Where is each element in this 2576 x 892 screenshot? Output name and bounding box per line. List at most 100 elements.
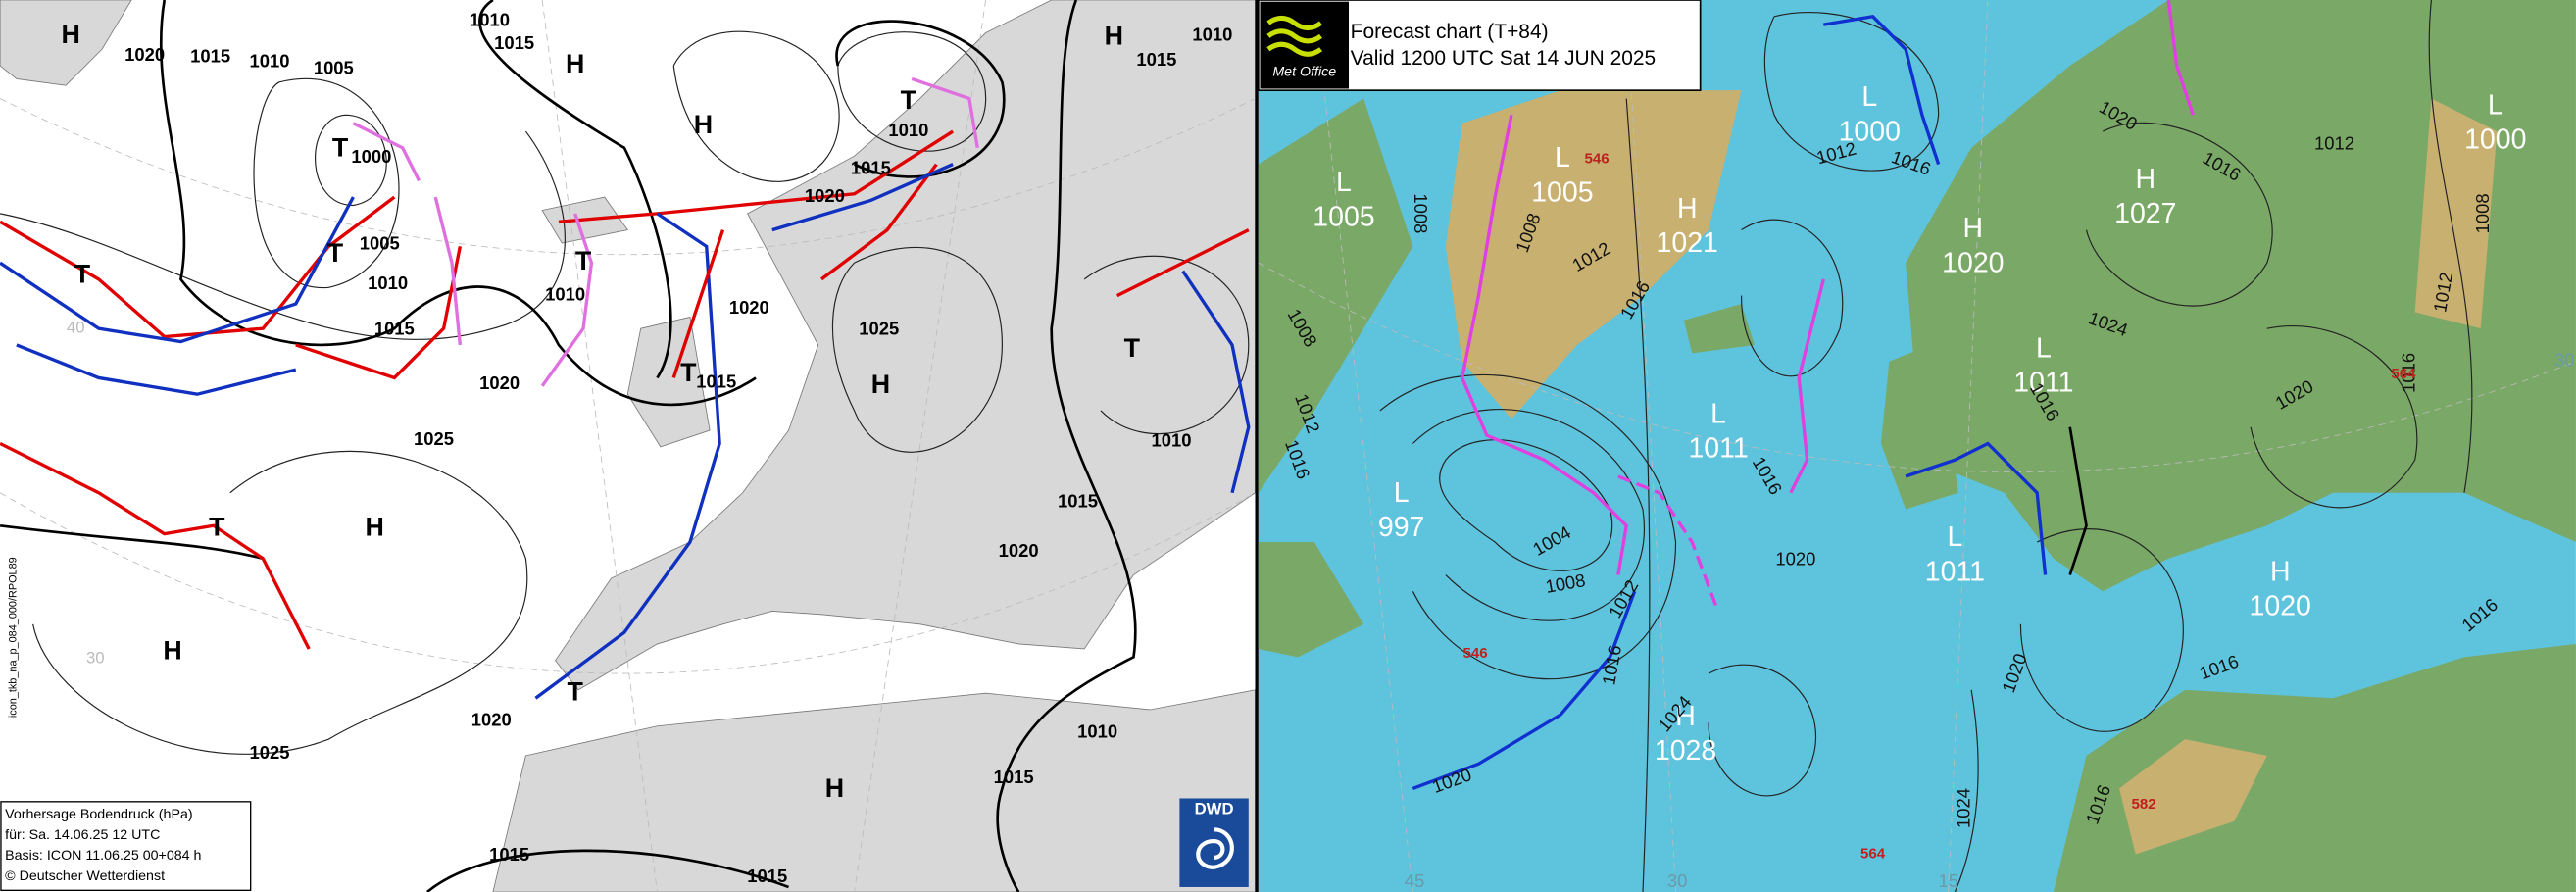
centre-letter: H: [871, 370, 890, 399]
info-lines: Vorhersage Bodendruck (hPa) für: Sa. 14.0…: [5, 807, 201, 884]
isobar-label: 1015: [190, 46, 230, 67]
centre-letter: T: [567, 676, 583, 706]
centre-letter: H: [566, 49, 584, 78]
isobar-label: 1015: [374, 319, 415, 339]
isobar-label: 1010: [545, 284, 585, 305]
isobar-label: 1010: [1152, 430, 1192, 451]
centre-pressure: 1020: [1942, 247, 2004, 278]
centre-pressure: 1011: [1688, 433, 1748, 465]
centre-type: L: [1555, 142, 1570, 173]
centre-pressure: 1021: [1657, 227, 1718, 259]
centre-letter: T: [575, 246, 592, 275]
isobar-label: 1020: [805, 185, 845, 206]
info-line: für: Sa. 14.06.25 12 UTC: [5, 827, 160, 843]
centre-letter: T: [209, 513, 225, 542]
centre-pressure: 1000: [1839, 116, 1901, 147]
land: [0, 0, 1256, 892]
isobar-label: 1020: [124, 44, 165, 65]
isobar-label: 1020: [479, 372, 520, 393]
centre-pressure: 997: [1378, 512, 1425, 543]
dwd-logo-text: DWD: [1195, 800, 1234, 818]
centre-letter: H: [61, 20, 79, 49]
valid-time: Valid 1200 UTC Sat 14 JUN 2025: [1351, 47, 1657, 70]
metoffice-logo-mark: [1266, 15, 1323, 57]
grid-label: 15: [1938, 870, 1958, 891]
centre-pressure: 1011: [2013, 368, 2073, 399]
grid-label: 30: [1667, 870, 1688, 891]
centre-type: L: [1947, 521, 1962, 553]
isobar-label: 1015: [747, 866, 787, 886]
fronts: [1412, 0, 2195, 790]
centre-type: L: [2488, 89, 2503, 121]
isobar-label: 1025: [249, 742, 289, 763]
grid-label: 30: [2554, 350, 2575, 371]
isobar-label: 1015: [494, 32, 534, 53]
centre-letter: T: [74, 260, 91, 289]
pressure-centres: L1005L1005H1021L1000H1020H1027L1000L1011…: [1313, 81, 2526, 767]
centre-type: H: [1677, 193, 1698, 224]
centre-type: L: [1394, 477, 1410, 509]
grid-label: 30: [86, 648, 105, 667]
isobar-label: 1015: [1058, 491, 1098, 512]
metoffice-logo-text: Met Office: [1272, 65, 1336, 80]
centre-letter: T: [901, 85, 917, 115]
centre-type: L: [1336, 167, 1352, 198]
isobar-label: 1015: [851, 157, 891, 177]
isobar-label: 1024: [1953, 788, 1973, 828]
centre-type: L: [1710, 399, 1726, 430]
centre-letter: T: [1124, 333, 1141, 363]
centre-type: H: [2136, 164, 2156, 195]
grid-label: 45: [1405, 870, 1425, 891]
metoffice-panel: L1005L1005H1021L1000H1020H1027L1000L1011…: [1257, 0, 2576, 892]
isobar-label: 1025: [414, 428, 454, 449]
info-line: Basis: ICON 11.06.25 00+084 h: [5, 848, 201, 864]
thickness-label: 546: [1462, 645, 1487, 662]
centre-pressure: 1028: [1655, 735, 1716, 767]
isobar-label: 1015: [696, 371, 736, 391]
lat-lon-grid: [1258, 0, 2576, 892]
info-line: © Deutscher Wetterdienst: [5, 868, 165, 884]
isobar-label: 1010: [249, 51, 289, 72]
centre-type: H: [2270, 556, 2291, 587]
centre-pressure: 1000: [2464, 124, 2526, 156]
centre-letter: H: [1105, 22, 1123, 51]
chart-title: Forecast chart (T+84): [1351, 21, 1549, 43]
isobar-label: 1015: [994, 767, 1034, 787]
divider: [1255, 0, 1259, 892]
centre-pressure: 1005: [1313, 201, 1374, 232]
thickness-label: 564: [2391, 366, 2416, 382]
isobar-label: 1015: [1136, 49, 1176, 70]
thickness-label: 546: [1584, 151, 1609, 168]
isobars: [0, 0, 1250, 892]
isobar-label: 1010: [1192, 25, 1232, 45]
isobar-label: 1020: [999, 540, 1039, 561]
lat-lon-grid: [0, 0, 1256, 892]
isobar-label: 1020: [471, 710, 512, 730]
isobar-label: 1020: [729, 297, 769, 318]
high-ground: [1445, 90, 2498, 855]
isobar-label: 1000: [351, 146, 391, 167]
isobar-label: 1010: [368, 273, 408, 293]
centre-type: H: [1963, 213, 1984, 244]
isobar-label: 1010: [888, 120, 928, 140]
isobar-label: 1008: [1411, 193, 1431, 233]
isobar-label: 1012: [2314, 132, 2354, 153]
isobars: [1379, 0, 2473, 892]
isobar-label: 1008: [2472, 193, 2493, 233]
isobar-label: 1016: [2398, 353, 2418, 393]
isobar-label: 1010: [470, 10, 510, 30]
centre-letter: T: [680, 358, 697, 387]
isobar-label: 1015: [489, 844, 529, 865]
fronts: [0, 76, 1251, 700]
centre-pressure: 1027: [2114, 198, 2176, 229]
isobar-label: 1010: [1077, 720, 1117, 741]
centre-letter: H: [694, 110, 713, 139]
centre-type: H: [1675, 701, 1696, 732]
grid-label: 40: [67, 319, 85, 337]
centre-letter: H: [163, 635, 181, 665]
centre-pressure: 1020: [2250, 591, 2311, 622]
